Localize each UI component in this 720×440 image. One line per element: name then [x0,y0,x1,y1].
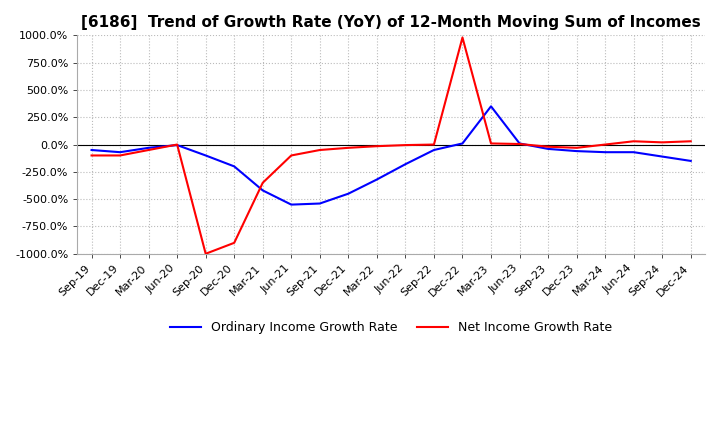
Ordinary Income Growth Rate [544,146,552,151]
Ordinary Income Growth Rate [430,147,438,153]
Net Income Growth Rate [315,147,324,153]
Ordinary Income Growth Rate [287,202,296,207]
Net Income Growth Rate [287,153,296,158]
Net Income Growth Rate [544,144,552,149]
Net Income Growth Rate [87,153,96,158]
Ordinary Income Growth Rate [516,141,524,146]
Net Income Growth Rate [629,139,638,144]
Ordinary Income Growth Rate [372,177,381,182]
Ordinary Income Growth Rate [401,161,410,167]
Net Income Growth Rate [230,240,238,246]
Net Income Growth Rate [458,35,467,40]
Line: Net Income Growth Rate: Net Income Growth Rate [91,37,690,254]
Net Income Growth Rate [686,139,695,144]
Ordinary Income Growth Rate [487,104,495,109]
Ordinary Income Growth Rate [344,191,353,196]
Net Income Growth Rate [516,141,524,147]
Legend: Ordinary Income Growth Rate, Net Income Growth Rate: Ordinary Income Growth Rate, Net Income … [165,316,617,339]
Ordinary Income Growth Rate [572,148,581,154]
Ordinary Income Growth Rate [658,154,667,159]
Ordinary Income Growth Rate [144,145,153,150]
Net Income Growth Rate [430,142,438,147]
Ordinary Income Growth Rate [173,143,181,148]
Ordinary Income Growth Rate [458,141,467,146]
Net Income Growth Rate [202,251,210,257]
Net Income Growth Rate [144,147,153,153]
Net Income Growth Rate [487,141,495,146]
Ordinary Income Growth Rate [202,153,210,158]
Ordinary Income Growth Rate [686,158,695,164]
Net Income Growth Rate [258,180,267,185]
Ordinary Income Growth Rate [600,150,609,155]
Line: Ordinary Income Growth Rate: Ordinary Income Growth Rate [91,106,690,205]
Net Income Growth Rate [401,143,410,148]
Net Income Growth Rate [372,143,381,149]
Ordinary Income Growth Rate [230,164,238,169]
Ordinary Income Growth Rate [315,201,324,206]
Net Income Growth Rate [344,145,353,150]
Ordinary Income Growth Rate [87,147,96,153]
Ordinary Income Growth Rate [116,150,125,155]
Net Income Growth Rate [658,140,667,145]
Net Income Growth Rate [600,142,609,147]
Net Income Growth Rate [116,153,125,158]
Ordinary Income Growth Rate [629,150,638,155]
Net Income Growth Rate [572,145,581,150]
Net Income Growth Rate [173,142,181,147]
Ordinary Income Growth Rate [258,188,267,193]
Title: [6186]  Trend of Growth Rate (YoY) of 12-Month Moving Sum of Incomes: [6186] Trend of Growth Rate (YoY) of 12-… [81,15,701,30]
